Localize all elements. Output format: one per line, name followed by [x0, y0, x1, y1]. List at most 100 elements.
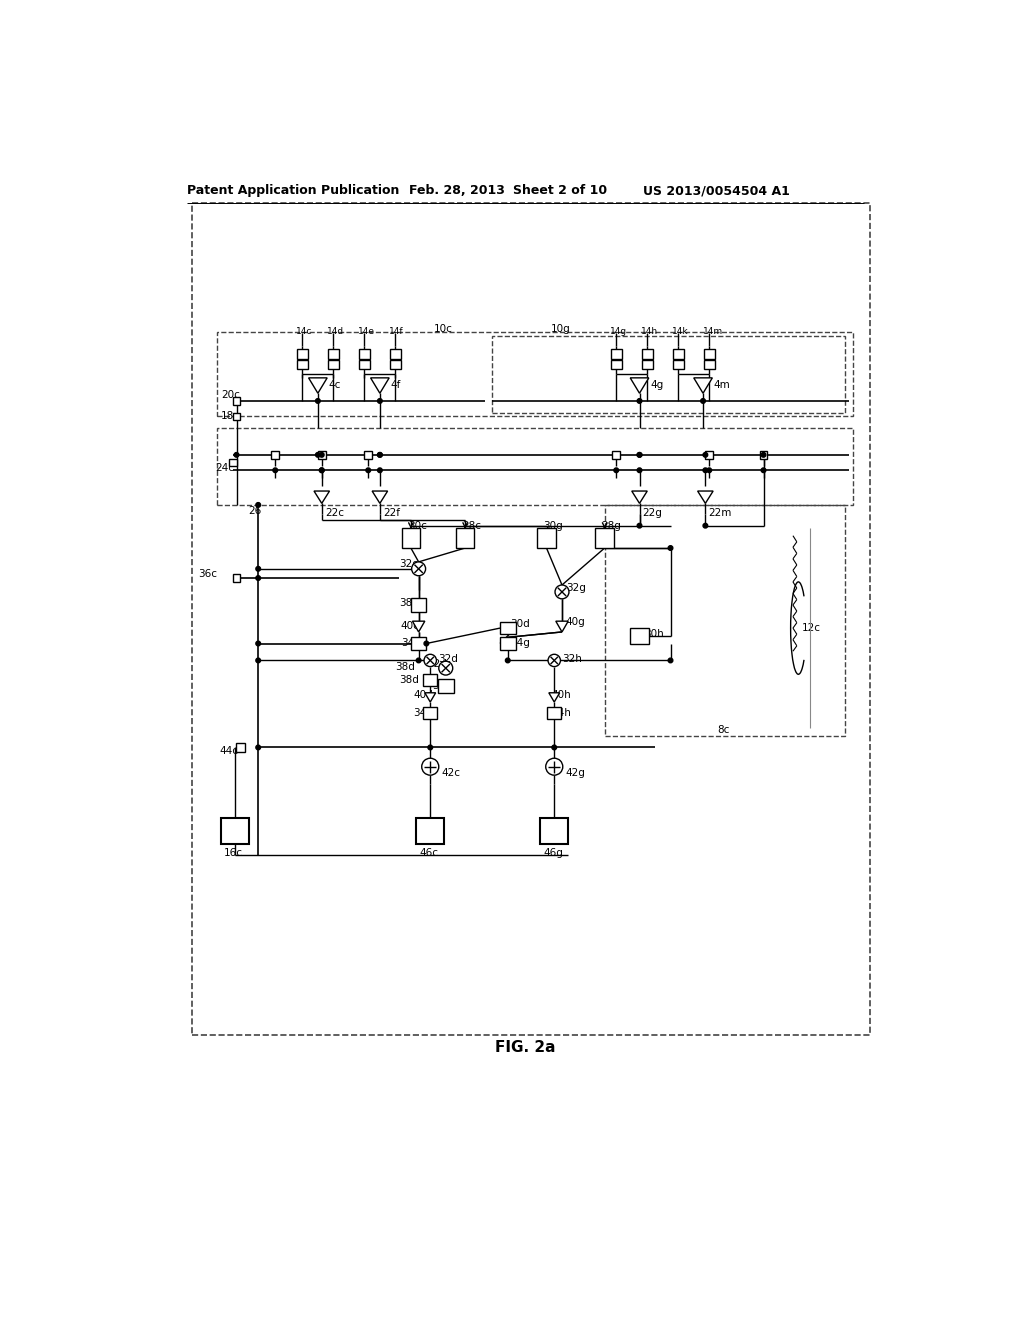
Circle shape [256, 503, 260, 507]
Bar [390, 360, 400, 370]
Circle shape [700, 399, 706, 404]
Text: 14g: 14g [610, 327, 627, 337]
Text: 30g: 30g [544, 521, 563, 532]
Bar [673, 360, 684, 370]
Circle shape [315, 453, 321, 457]
Bar [328, 350, 339, 359]
Text: 42c: 42c [441, 768, 460, 777]
Text: 20c: 20c [221, 389, 240, 400]
Bar [365, 451, 372, 459]
Bar [359, 360, 370, 370]
Polygon shape [371, 378, 389, 393]
Text: Feb. 28, 2013: Feb. 28, 2013 [409, 185, 505, 197]
Bar [423, 673, 437, 686]
Bar [411, 638, 426, 649]
Polygon shape [549, 693, 560, 702]
Circle shape [234, 453, 239, 457]
Bar [604, 506, 845, 737]
Circle shape [637, 469, 642, 473]
Circle shape [555, 585, 569, 599]
Text: Patent Application Publication: Patent Application Publication [187, 185, 399, 197]
Text: 42g: 42g [565, 768, 585, 777]
Bar [642, 360, 652, 370]
Bar [538, 528, 556, 548]
Bar [706, 451, 713, 459]
Bar [237, 743, 245, 751]
Bar [642, 350, 652, 359]
Bar [423, 706, 437, 719]
Text: 18c: 18c [221, 412, 240, 421]
Bar [359, 350, 370, 359]
Circle shape [366, 469, 371, 473]
Circle shape [428, 744, 432, 750]
Text: 22g: 22g [643, 508, 663, 517]
Circle shape [422, 758, 438, 775]
Circle shape [669, 659, 673, 663]
Bar [390, 350, 400, 359]
Text: 34d: 34d [414, 708, 433, 718]
Polygon shape [425, 693, 435, 702]
Bar [703, 350, 715, 359]
Text: 32g: 32g [566, 583, 586, 593]
Text: 32h: 32h [562, 653, 582, 664]
Text: 22c: 22c [325, 508, 344, 517]
Circle shape [637, 524, 642, 528]
Circle shape [424, 642, 429, 645]
Text: 4f: 4f [391, 380, 401, 389]
Bar [328, 360, 339, 370]
Polygon shape [308, 378, 328, 393]
Bar [228, 459, 237, 466]
Polygon shape [630, 378, 649, 393]
Circle shape [256, 642, 260, 645]
Bar [411, 598, 426, 612]
Text: 38d: 38d [395, 661, 416, 672]
Text: 24c: 24c [215, 463, 233, 473]
Text: 16c: 16c [224, 847, 243, 858]
Circle shape [548, 655, 560, 667]
Text: 14k: 14k [672, 327, 689, 337]
Circle shape [546, 758, 563, 775]
Circle shape [637, 453, 642, 457]
Circle shape [378, 469, 382, 473]
Text: 14f: 14f [389, 327, 403, 337]
Text: 28g: 28g [601, 521, 622, 532]
Text: 40c: 40c [400, 620, 420, 631]
Polygon shape [697, 491, 713, 503]
Polygon shape [372, 491, 388, 503]
Bar [673, 350, 684, 359]
Circle shape [761, 469, 766, 473]
Bar [500, 622, 515, 635]
Bar [232, 397, 241, 405]
Text: 46c: 46c [420, 847, 438, 858]
Text: 26: 26 [248, 506, 261, 516]
Text: 14m: 14m [703, 327, 723, 337]
Circle shape [256, 566, 260, 572]
Polygon shape [413, 622, 425, 632]
Text: 22m: 22m [709, 508, 732, 517]
Text: FIG. 2a: FIG. 2a [495, 1040, 555, 1055]
Bar [401, 528, 420, 548]
Bar [760, 451, 767, 459]
Bar [703, 360, 715, 370]
Text: 40g: 40g [565, 616, 585, 627]
Text: 32c: 32c [399, 560, 418, 569]
Bar [232, 574, 241, 582]
Bar [438, 678, 454, 693]
Circle shape [703, 524, 708, 528]
Text: US 2013/0054504 A1: US 2013/0054504 A1 [643, 185, 791, 197]
Circle shape [761, 453, 766, 457]
Circle shape [552, 744, 557, 750]
Text: 32d: 32d [438, 653, 458, 664]
Text: 14d: 14d [328, 327, 344, 337]
Bar [417, 817, 444, 843]
Text: 44c: 44c [219, 746, 239, 756]
Circle shape [703, 469, 708, 473]
Text: 32d: 32d [432, 681, 452, 690]
Circle shape [315, 399, 321, 404]
Bar [297, 360, 308, 370]
Circle shape [417, 659, 421, 663]
Text: 34g: 34g [510, 639, 530, 648]
Circle shape [703, 453, 708, 457]
Polygon shape [556, 622, 568, 632]
Text: 4m: 4m [714, 380, 731, 389]
